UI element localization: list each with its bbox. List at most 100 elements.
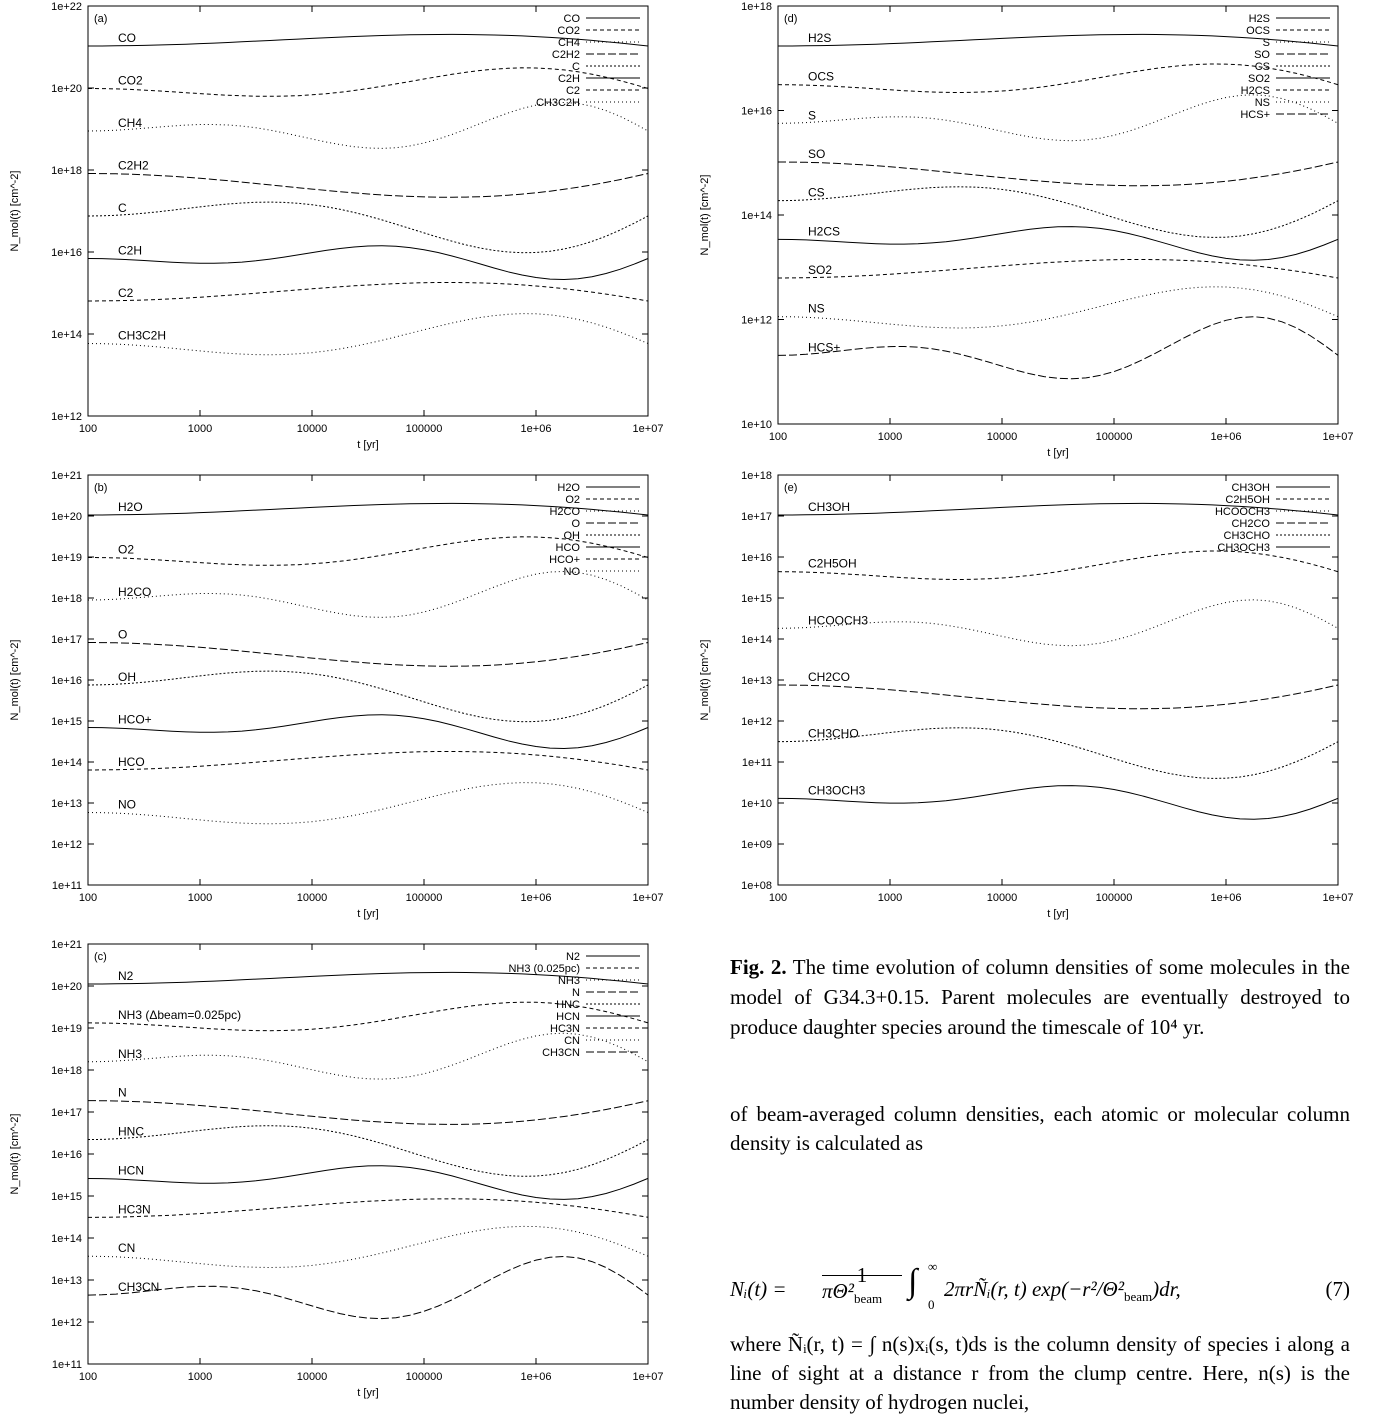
legend-label: SO2 (1248, 73, 1270, 85)
legend-label: OH (564, 530, 581, 542)
legend-label: HCS+ (1240, 109, 1270, 121)
legend-label: SO (1254, 49, 1270, 61)
series-line (88, 33, 649, 47)
y-tick-label: 1e+13 (51, 1275, 82, 1287)
curve-label: HCO (118, 755, 145, 769)
x-axis-label: t [yr] (1047, 447, 1068, 459)
legend-label: CH3OCH3 (1217, 542, 1270, 554)
curve-label: CO2 (118, 74, 143, 88)
x-axis-label: t [yr] (357, 439, 378, 451)
series-line (87, 536, 649, 566)
x-tick-label: 100 (769, 431, 787, 443)
equation-number: (7) (1325, 1277, 1351, 1301)
legend-label: NO (564, 566, 581, 578)
y-tick-label: 1e+20 (51, 981, 82, 993)
y-tick-label: 1e+19 (51, 1023, 82, 1035)
curve-label: O2 (118, 543, 134, 557)
curve-label: H2CO (118, 585, 151, 599)
legend-label: H2CS (1241, 85, 1270, 97)
panel-c: 1e+11 1e+12 1e+13 1e+14 1e+15 1e+16 1e+17 1e+18… (9, 939, 663, 1399)
series-line (87, 751, 649, 771)
y-tick-label: 1e+14 (741, 634, 772, 646)
x-tick-label: 1000 (188, 1371, 212, 1383)
y-axis-label: N_mol(t) [cm^-2] (9, 171, 21, 252)
y-tick-label: 1e+10 (741, 798, 772, 810)
series-line (777, 316, 1339, 380)
x-tick-label: 100000 (1096, 892, 1133, 904)
x-axis-label: t [yr] (357, 908, 378, 920)
curve-label: CH2CO (808, 670, 850, 684)
y-tick-label: 1e+15 (741, 593, 772, 605)
series-line (88, 502, 649, 516)
series-line (777, 550, 1339, 581)
legend-label: C (572, 61, 580, 73)
x-tick-label: 100000 (406, 423, 443, 435)
x-tick-label: 1e+07 (1323, 892, 1354, 904)
legend-label: C2H (558, 73, 580, 85)
y-tick-label: 1e+18 (741, 1, 772, 13)
y-tick-label: 1e+16 (741, 106, 772, 118)
curve-label: HCS+ (808, 340, 840, 354)
y-tick-label: 1e+16 (51, 247, 82, 259)
x-tick-label: 10000 (297, 892, 328, 904)
curve-label: HCOOCH3 (808, 613, 868, 627)
series-line (87, 245, 649, 281)
y-tick-label: 1e+18 (741, 470, 772, 482)
y-tick-label: 1e+08 (741, 880, 772, 892)
y-tick-label: 1e+21 (51, 470, 82, 482)
panel-a: 1e+12 1e+14 1e+16 1e+18 1e+20 1e+22 100 1000 100… (9, 1, 663, 451)
y-axis-label: N_mol(t) [cm^-2] (9, 640, 21, 721)
panel-label: (a) (94, 13, 107, 25)
y-tick-label: 1e+20 (51, 83, 82, 95)
series-line (777, 684, 1339, 710)
curve-label: C2H5OH (808, 557, 857, 571)
legend-label: H2S (1249, 13, 1270, 25)
x-tick-label: 1000 (878, 431, 902, 443)
curve-label: HC3N (118, 1202, 151, 1216)
series-line (777, 226, 1339, 261)
curve-label: NS (808, 302, 825, 316)
x-tick-label: 10000 (297, 1371, 328, 1383)
y-tick-label: 1e+14 (51, 1233, 82, 1245)
x-tick-label: 100000 (406, 892, 443, 904)
legend-label: N2 (566, 951, 580, 963)
series-line (777, 63, 1339, 94)
y-tick-label: 1e+11 (52, 1359, 82, 1371)
series-line (778, 502, 1339, 516)
panel-label: (c) (94, 951, 107, 963)
curve-label: H2CS (808, 224, 840, 238)
legend-label: CN (564, 1035, 580, 1047)
curve-label: CH3CHO (808, 727, 859, 741)
y-tick-label: 1e+12 (51, 839, 82, 851)
curve-label: CH3OCH3 (808, 783, 866, 797)
legend-label: HC3N (550, 1023, 580, 1035)
series-line (87, 1100, 649, 1125)
curve-label: SO (808, 147, 825, 161)
panel-e: 1e+08 1e+09 1e+10 1e+11 1e+12 1e+13 1e+14 1e+15… (699, 470, 1353, 920)
legend-label: HCOOCH3 (1215, 506, 1270, 518)
legend-label: N (572, 987, 580, 999)
x-tick-label: 100 (769, 892, 787, 904)
legend-label: CH3CN (542, 1047, 580, 1059)
y-tick-label: 1e+18 (51, 1065, 82, 1077)
y-tick-label: 1e+16 (51, 675, 82, 687)
y-tick-label: 1e+22 (51, 1, 82, 13)
y-tick-label: 1e+15 (51, 716, 82, 728)
legend-label: HCN (556, 1011, 580, 1023)
series-line (87, 1198, 649, 1218)
legend-label: NH3 (558, 975, 580, 987)
x-tick-label: 1e+07 (633, 892, 664, 904)
caption-text: The time evolution of column densities o… (730, 955, 1351, 1039)
series-line (87, 670, 649, 723)
x-tick-label: 1000 (878, 892, 902, 904)
curve-label: NH3 (Δbeam=0.025pc) (118, 1008, 241, 1022)
curve-label: N (118, 1086, 127, 1100)
series-line (88, 971, 649, 985)
y-tick-label: 1e+18 (51, 593, 82, 605)
series-line (87, 67, 649, 97)
x-tick-label: 1e+07 (633, 423, 664, 435)
x-tick-label: 100 (79, 892, 97, 904)
legend-label: HNC (556, 999, 580, 1011)
x-tick-label: 1e+06 (1211, 892, 1242, 904)
